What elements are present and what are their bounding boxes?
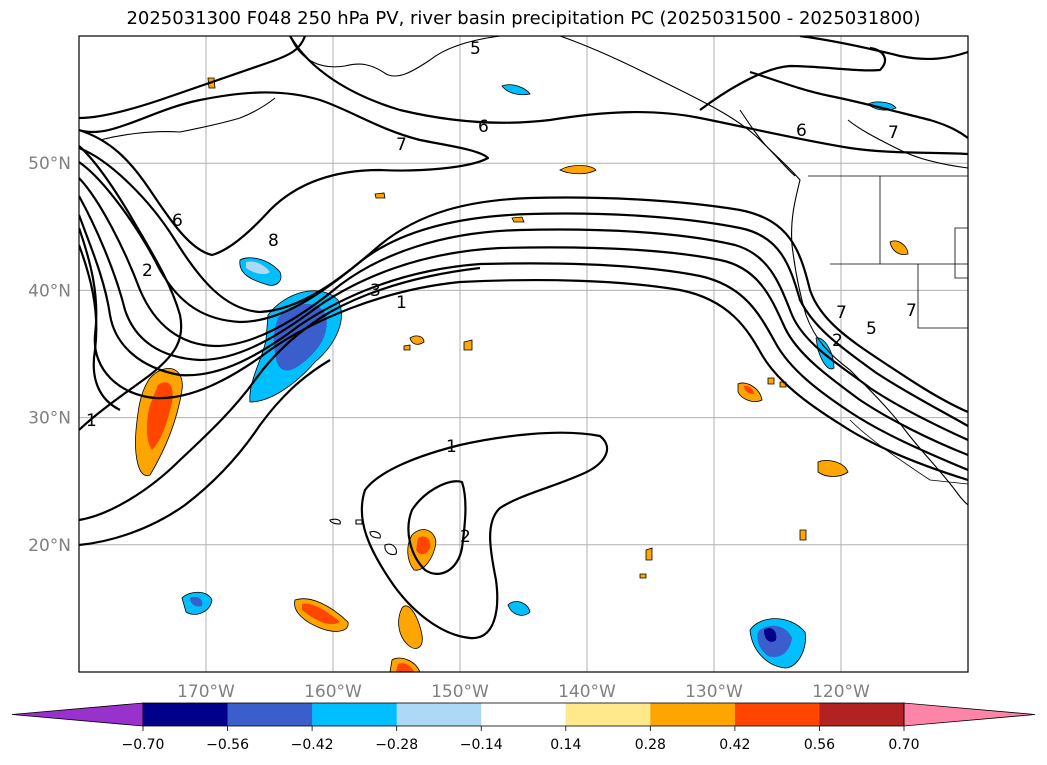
contour-label: 7 bbox=[888, 123, 899, 143]
colorbar-tick-label: −0.14 bbox=[460, 737, 503, 753]
contour-label: 2 bbox=[460, 527, 471, 547]
lon-tick-label: 160°W bbox=[304, 682, 362, 702]
contour-label: 2 bbox=[142, 261, 153, 281]
colorbar-segment bbox=[396, 703, 482, 726]
contour-labels: 5 6 7 6 7 6 8 2 3 1 1 1 2 7 5 7 2 bbox=[86, 39, 917, 547]
contour-label: 5 bbox=[866, 319, 877, 339]
gridlines bbox=[79, 36, 968, 672]
colorbar-tick-label: 0.56 bbox=[804, 737, 835, 753]
lon-tick-label: 140°W bbox=[558, 682, 616, 702]
pv-contours bbox=[79, 36, 968, 640]
colorbar-tick-label: −0.28 bbox=[375, 737, 418, 753]
colorbar-tick-label: 0.70 bbox=[888, 737, 919, 753]
contour-label: 7 bbox=[906, 301, 917, 321]
colorbar-segment bbox=[565, 703, 651, 726]
colorbar-segment bbox=[734, 703, 820, 726]
political-borders bbox=[808, 175, 968, 485]
map-frame bbox=[78, 35, 969, 673]
contour-label: 5 bbox=[470, 39, 481, 59]
map-title: 2025031300 F048 250 hPa PV, river basin … bbox=[126, 8, 921, 29]
colorbar-tick-label: −0.70 bbox=[122, 737, 165, 753]
map-area bbox=[79, 36, 968, 672]
colorbar-tick-label: 0.28 bbox=[635, 737, 666, 753]
colorbar-segment bbox=[143, 703, 229, 726]
contour-label: 1 bbox=[86, 411, 97, 431]
contour-label: 6 bbox=[796, 121, 807, 141]
latitude-labels: 50°N 40°N 30°N 20°N bbox=[28, 154, 71, 556]
colorbar-tick-label: −0.42 bbox=[291, 737, 334, 753]
lat-tick-label: 30°N bbox=[28, 409, 71, 429]
colorbar-tick-label: 0.42 bbox=[719, 737, 750, 753]
colorbar-tick-label: 0.14 bbox=[550, 737, 581, 753]
colorbar-segment bbox=[819, 703, 905, 726]
colorbar: −0.70 −0.56 −0.42 −0.28 −0.14 0.14 0.28 0.42 0.5… bbox=[11, 702, 1036, 753]
colorbar-outline bbox=[142, 702, 905, 727]
colorbar-segment bbox=[227, 703, 313, 726]
colorbar-segment bbox=[650, 703, 736, 726]
contour-label: 8 bbox=[268, 231, 279, 251]
contour-label: 1 bbox=[446, 437, 457, 457]
contour-label: 2 bbox=[832, 331, 843, 351]
contour-label: 6 bbox=[172, 211, 183, 231]
lon-tick-label: 120°W bbox=[812, 682, 870, 702]
lat-tick-label: 50°N bbox=[28, 154, 71, 174]
contour-label: 7 bbox=[836, 303, 847, 323]
contour-label: 7 bbox=[396, 135, 407, 155]
lon-tick-label: 150°W bbox=[431, 682, 489, 702]
lat-tick-label: 20°N bbox=[28, 536, 71, 556]
colorbar-extend-low bbox=[11, 702, 144, 727]
lon-tick-label: 130°W bbox=[685, 682, 743, 702]
contour-label: 6 bbox=[478, 117, 489, 137]
colorbar-extend-high bbox=[903, 702, 1036, 727]
colorbar-tick-label: −0.56 bbox=[206, 737, 249, 753]
lat-tick-label: 40°N bbox=[28, 281, 71, 301]
colorbar-segment bbox=[312, 703, 398, 726]
lon-tick-label: 170°W bbox=[177, 682, 235, 702]
colorbar-segment bbox=[481, 703, 567, 726]
coastlines bbox=[99, 36, 968, 556]
contour-label: 3 bbox=[370, 281, 381, 301]
longitude-labels: 170°W 160°W 150°W 140°W 130°W 120°W bbox=[177, 682, 870, 702]
contour-label: 1 bbox=[396, 293, 407, 313]
